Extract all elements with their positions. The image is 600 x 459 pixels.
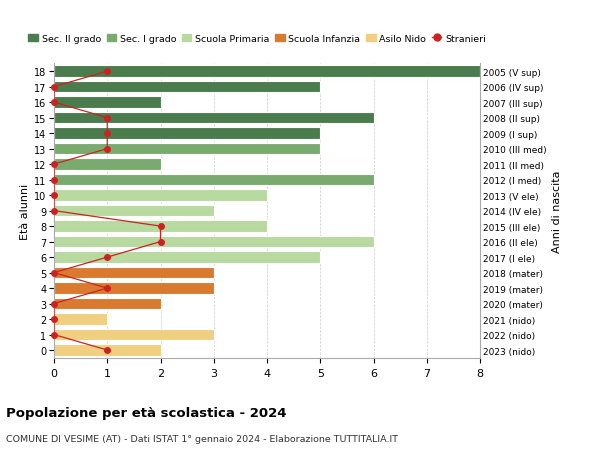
Point [103,130,112,138]
Bar [54,66,480,78]
Point [156,238,166,246]
Point [49,269,59,277]
Point [103,68,112,76]
Text: COMUNE DI VESIME (AT) - Dati ISTAT 1° gennaio 2024 - Elaborazione TUTTITALIA.IT: COMUNE DI VESIME (AT) - Dati ISTAT 1° ge… [6,434,398,443]
Point [103,347,112,354]
Bar [54,252,320,263]
Bar [54,190,267,202]
Bar [54,128,320,140]
Point [49,99,59,106]
Point [49,331,59,338]
Point [49,161,59,168]
Point [103,254,112,261]
Bar [54,97,161,109]
Bar [54,236,373,248]
Bar [54,267,214,279]
Bar [54,329,214,341]
Bar [54,144,320,155]
Point [49,316,59,323]
Point [49,207,59,215]
Bar [54,82,320,93]
Bar [54,313,107,325]
Point [49,192,59,199]
Bar [54,112,373,124]
Point [49,84,59,91]
Point [49,177,59,184]
Bar [54,283,214,294]
Y-axis label: Anni di nascita: Anni di nascita [552,170,562,252]
Bar [54,159,161,171]
Point [49,300,59,308]
Point [103,146,112,153]
Bar [54,174,373,186]
Text: Popolazione per età scolastica - 2024: Popolazione per età scolastica - 2024 [6,406,287,419]
Bar [54,205,214,217]
Point [156,223,166,230]
Point [103,285,112,292]
Bar [54,345,161,356]
Bar [54,221,267,232]
Point [103,115,112,122]
Y-axis label: Età alunni: Età alunni [20,183,30,239]
Legend: Sec. II grado, Sec. I grado, Scuola Primaria, Scuola Infanzia, Asilo Nido, Stran: Sec. II grado, Sec. I grado, Scuola Prim… [25,31,490,47]
Bar [54,298,161,310]
